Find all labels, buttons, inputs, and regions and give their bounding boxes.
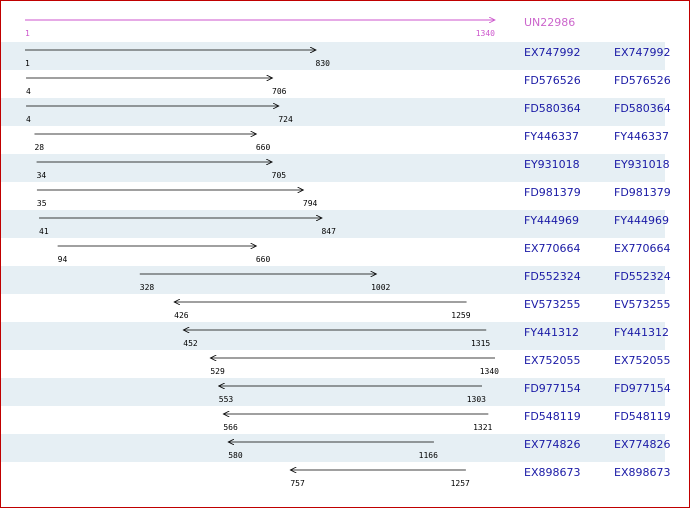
accession-link[interactable]: EX747992 — [524, 46, 580, 59]
reference-end: 1340 — [476, 29, 495, 38]
accession-link[interactable]: EX752055 — [614, 354, 670, 367]
accession-link[interactable]: FD981379 — [524, 186, 581, 199]
start-label: 4 — [26, 87, 31, 96]
end-label: 660 — [256, 255, 271, 264]
accession-link[interactable]: EX898673 — [614, 466, 670, 479]
row-band — [1, 266, 665, 294]
accession-link[interactable]: EX774826 — [524, 438, 580, 451]
accession-link[interactable]: FD548119 — [524, 410, 581, 423]
end-label: 1321 — [473, 423, 492, 432]
accession-link[interactable]: EX747992 — [614, 46, 670, 59]
accession-link[interactable]: FD576526 — [524, 74, 581, 87]
end-label: 1259 — [451, 311, 470, 320]
end-label: 1002 — [371, 283, 390, 292]
accession-link[interactable]: EX898673 — [524, 466, 580, 479]
start-label: 1 — [25, 59, 30, 68]
end-label: 794 — [303, 199, 318, 208]
start-label: 553 — [219, 395, 234, 404]
accession-link[interactable]: FY444969 — [614, 214, 669, 227]
accession-link[interactable]: FD977154 — [524, 382, 581, 395]
row-band — [1, 42, 665, 70]
end-label: 660 — [256, 143, 271, 152]
end-label: 705 — [272, 171, 287, 180]
accession-link[interactable]: EX770664 — [614, 242, 670, 255]
start-label: 452 — [183, 339, 198, 348]
row-band — [1, 210, 665, 238]
reference-name: UN22986 — [524, 16, 575, 29]
start-label: 41 — [39, 227, 49, 236]
row-band — [1, 378, 665, 406]
end-label: 847 — [321, 227, 336, 236]
start-label: 4 — [26, 115, 31, 124]
start-label: 94 — [58, 255, 68, 264]
accession-link[interactable]: FY446337 — [614, 130, 669, 143]
accession-link[interactable]: FD580364 — [524, 102, 581, 115]
row-band — [1, 434, 665, 462]
end-label: 1340 — [480, 367, 499, 376]
start-label: 28 — [34, 143, 44, 152]
accession-link[interactable]: FD548119 — [614, 410, 671, 423]
start-label: 529 — [210, 367, 225, 376]
reference-start: 1 — [25, 29, 30, 38]
start-label: 580 — [228, 451, 243, 460]
start-label: 566 — [223, 423, 238, 432]
accession-link[interactable]: EY931018 — [524, 158, 580, 171]
end-label: 706 — [272, 87, 287, 96]
end-label: 830 — [316, 59, 331, 68]
end-label: 1257 — [451, 479, 470, 488]
start-label: 34 — [37, 171, 47, 180]
accession-link[interactable]: FD552324 — [614, 270, 671, 283]
accession-link[interactable]: EX774826 — [614, 438, 670, 451]
accession-link[interactable]: EV573255 — [614, 298, 670, 311]
accession-link[interactable]: FY444969 — [524, 214, 579, 227]
accession-link[interactable]: FY441312 — [614, 326, 669, 339]
accession-link[interactable]: FY446337 — [524, 130, 579, 143]
accession-link[interactable]: FD977154 — [614, 382, 671, 395]
end-label: 724 — [278, 115, 293, 124]
accession-link[interactable]: EX752055 — [524, 354, 580, 367]
end-label: 1166 — [419, 451, 438, 460]
start-label: 328 — [140, 283, 155, 292]
accession-link[interactable]: FY441312 — [524, 326, 579, 339]
end-label: 1303 — [467, 395, 486, 404]
accession-link[interactable]: FD580364 — [614, 102, 671, 115]
start-label: 35 — [37, 199, 47, 208]
accession-link[interactable]: EY931018 — [614, 158, 670, 171]
accession-link[interactable]: FD552324 — [524, 270, 581, 283]
accession-link[interactable]: EX770664 — [524, 242, 580, 255]
start-label: 426 — [174, 311, 189, 320]
row-band — [1, 322, 665, 350]
row-band — [1, 98, 665, 126]
row-band — [1, 154, 665, 182]
accession-link[interactable]: EV573255 — [524, 298, 580, 311]
end-label: 1315 — [471, 339, 490, 348]
accession-link[interactable]: FD576526 — [614, 74, 671, 87]
accession-link[interactable]: FD981379 — [614, 186, 671, 199]
start-label: 757 — [290, 479, 305, 488]
